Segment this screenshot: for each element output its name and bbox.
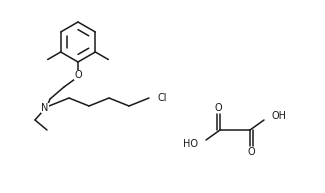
- Text: N: N: [41, 103, 49, 113]
- Text: O: O: [74, 70, 82, 80]
- Text: HO: HO: [183, 139, 198, 149]
- Text: O: O: [215, 103, 222, 113]
- Text: OH: OH: [272, 111, 287, 121]
- Text: O: O: [248, 147, 255, 157]
- Text: Cl: Cl: [158, 93, 167, 103]
